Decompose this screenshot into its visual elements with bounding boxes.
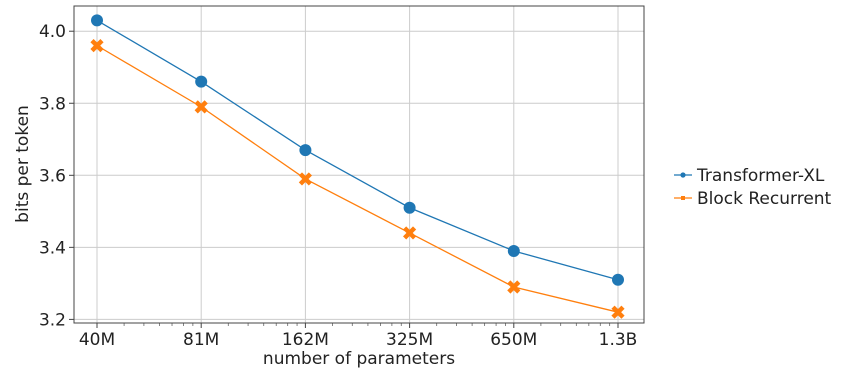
y-tick-label: 3.8 [39, 94, 66, 114]
y-tick-label: 3.2 [39, 310, 66, 330]
data-point [403, 201, 416, 214]
y-tick-label: 4.0 [39, 22, 66, 42]
x-marker-stroke [403, 226, 417, 240]
y-axis-label: bits per token [13, 105, 33, 223]
series-layer [90, 14, 625, 319]
series-line [96, 19, 619, 281]
y-axis: 3.2 3.4 3.6 3.8 4.0 [39, 22, 74, 330]
x-tick-label: 81M [183, 330, 219, 350]
data-point [299, 144, 312, 157]
data-point [403, 226, 417, 240]
plot-frame [73, 5, 645, 324]
data-point [194, 100, 208, 114]
data-point [195, 75, 208, 88]
x-tick-label: 162M [282, 330, 329, 350]
legend: Transformer-XL Block Recurrent [674, 166, 832, 209]
grid [74, 6, 644, 323]
x-marker-stroke [298, 172, 312, 186]
legend-label: Block Recurrent [697, 189, 832, 209]
x-marker-stroke [611, 305, 625, 319]
data-point [90, 39, 104, 53]
y-tick-label: 3.6 [39, 166, 66, 186]
x-tick-label: 1.3B [599, 330, 638, 350]
x-marker-stroke [90, 39, 104, 53]
data-point [612, 273, 624, 286]
legend-label: Transformer-XL [696, 166, 825, 186]
x-axis-label: number of parameters [263, 349, 455, 369]
x-marker-stroke [507, 280, 521, 294]
x-tick-label: 40M [79, 330, 115, 350]
x-tick-label: 325M [386, 330, 433, 350]
y-tick-label: 3.4 [39, 238, 66, 258]
data-point [507, 280, 521, 294]
x-tick-label: 650M [490, 330, 537, 350]
x-marker-stroke [194, 100, 208, 114]
data-point [611, 305, 625, 319]
data-point [507, 244, 520, 257]
data-point [91, 14, 103, 27]
series-line [96, 45, 619, 313]
x-axis: 40M 81M 162M 325M 650M 1.3B [79, 323, 638, 350]
legend-marker [680, 172, 686, 178]
data-point [298, 172, 312, 186]
legend-marker [681, 196, 685, 200]
